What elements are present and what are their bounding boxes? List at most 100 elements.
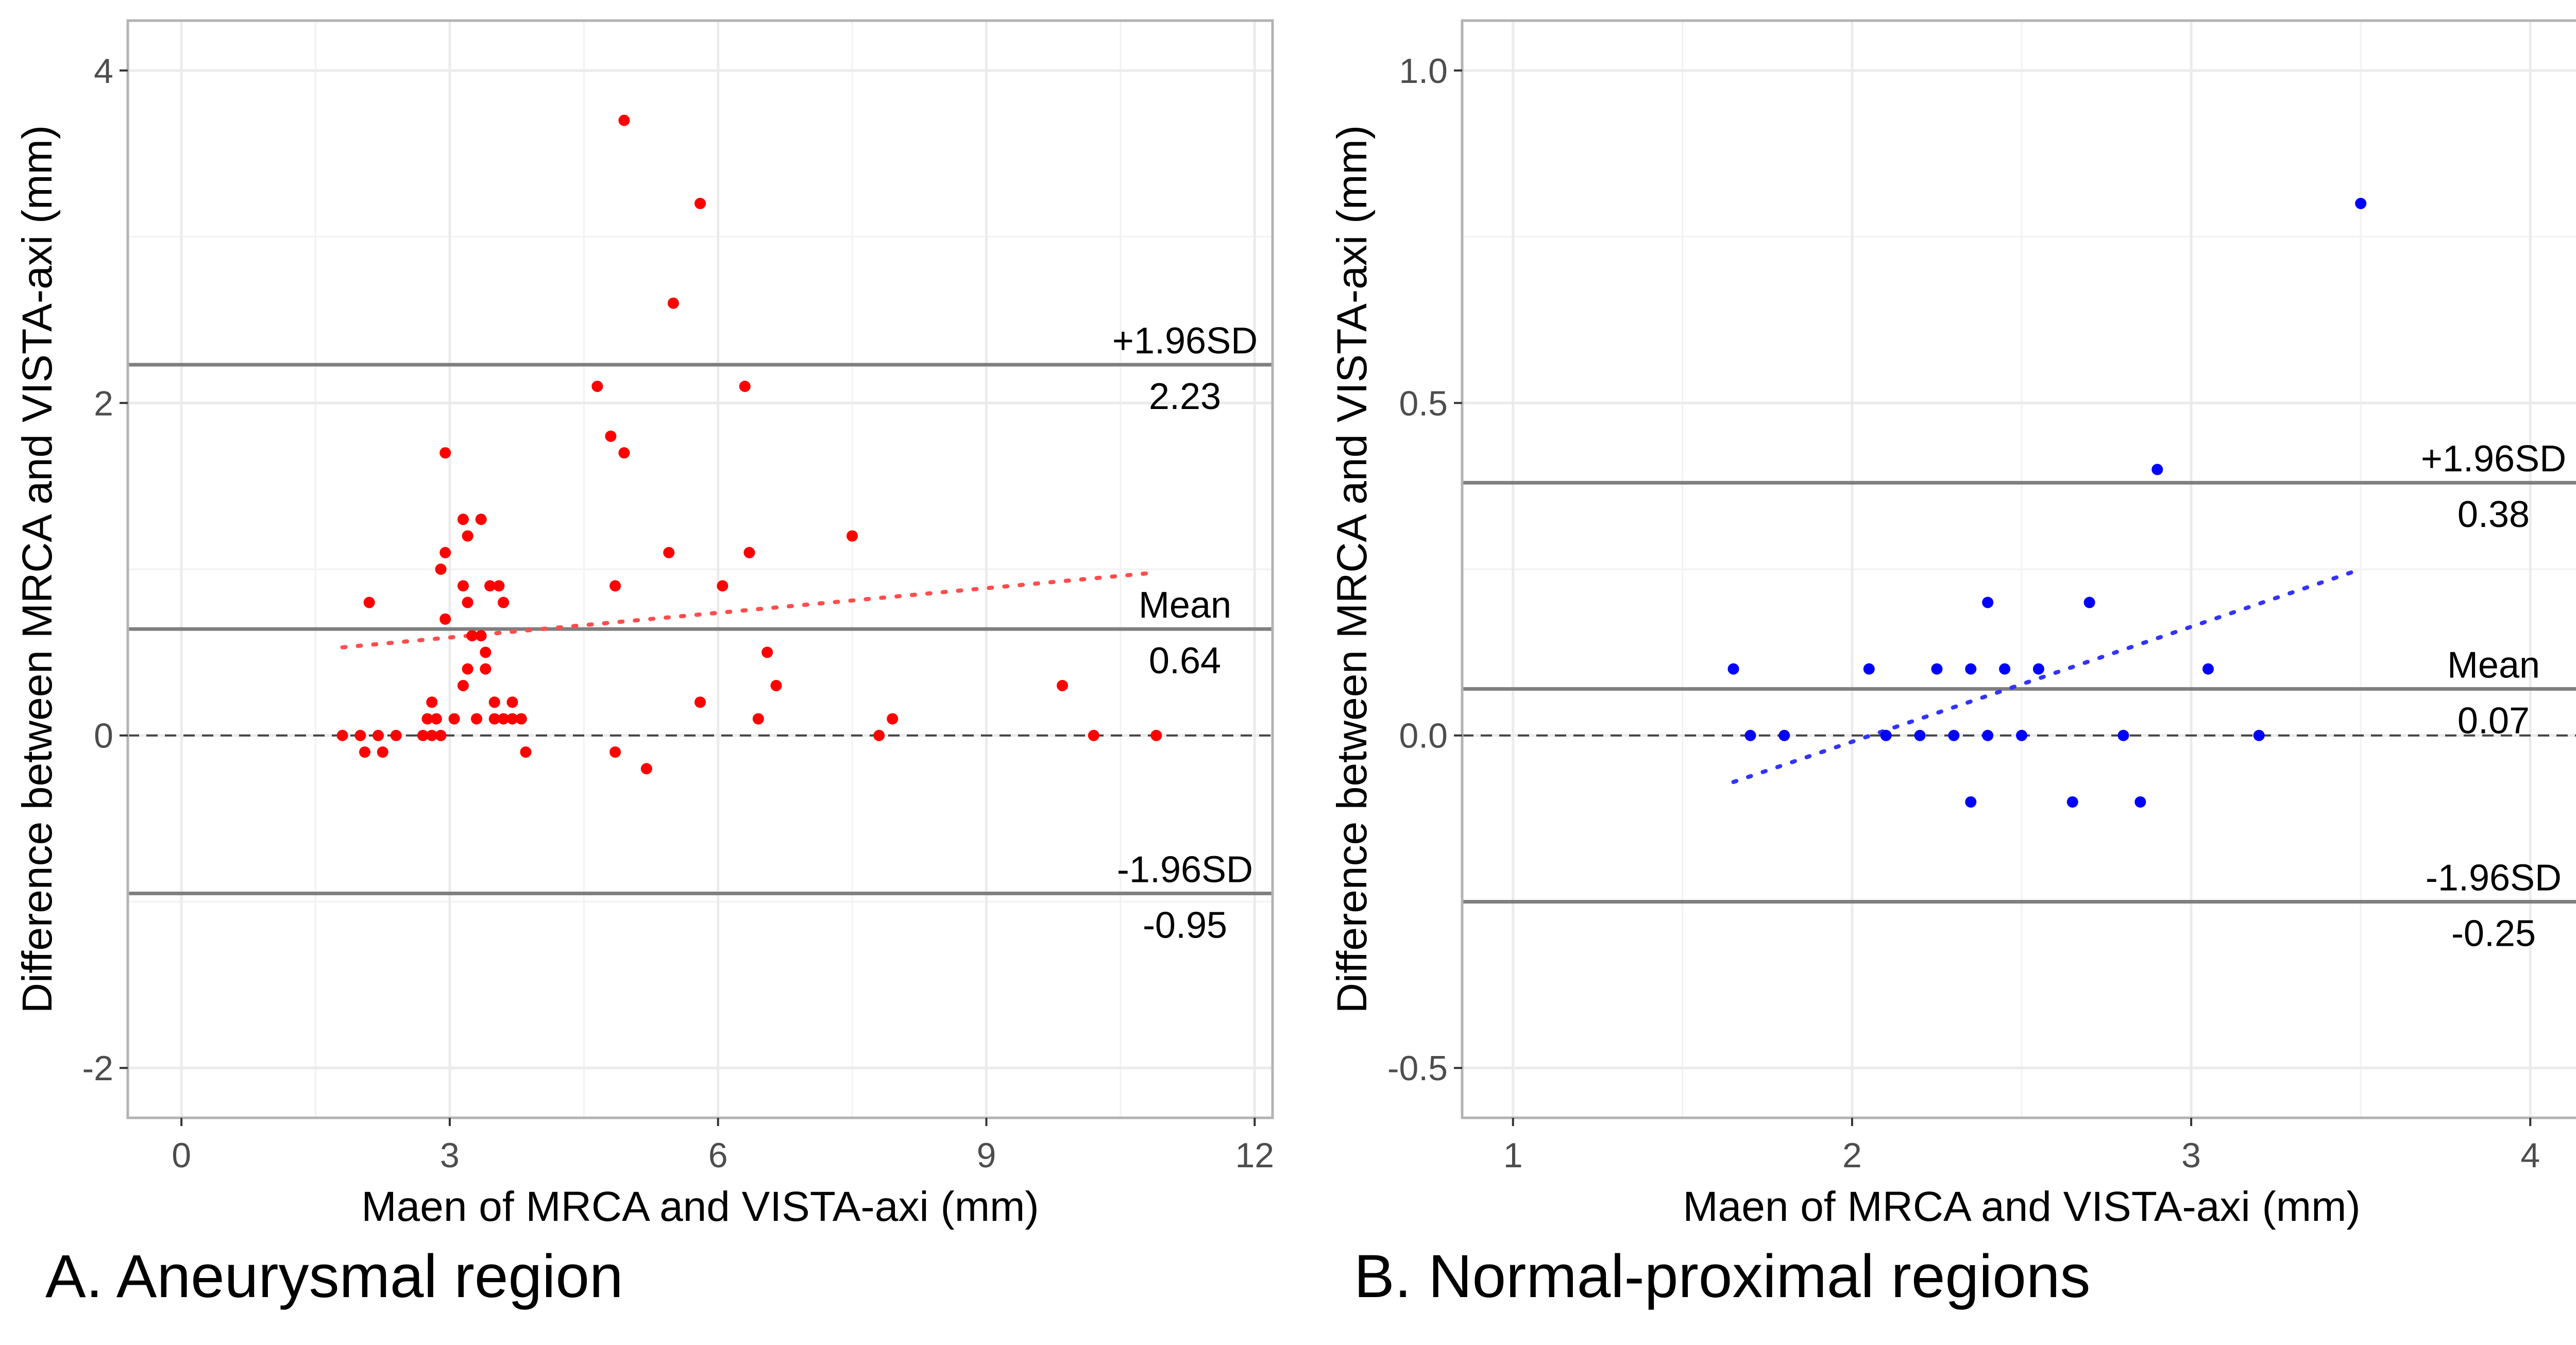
data-point	[1948, 729, 1960, 741]
panel-b-caption: B. Normal-proximal regions	[1354, 1242, 2091, 1310]
data-point	[466, 630, 478, 642]
data-point	[421, 713, 433, 725]
data-point	[2117, 729, 2129, 741]
data-point	[2066, 796, 2078, 808]
panel-a-caption: A. Aneurysmal region	[45, 1242, 623, 1310]
panel-a-aneurysmal: +1.96SD 2.23 Mean 0.64 -1.96SD -0.95 0 3 6 9 12 -2 0…	[14, 19, 1274, 1230]
y-tick-label: 0.0	[1399, 717, 1448, 756]
x-axis-title: Maen of MRCA and VISTA-axi (mm)	[361, 1183, 1039, 1230]
x-tick-label: 3	[2181, 1136, 2201, 1175]
upper-loa-value: 0.38	[2458, 494, 2530, 535]
data-point	[618, 447, 630, 459]
data-point	[1982, 729, 1994, 741]
mean-label: Mean	[1139, 585, 1231, 626]
data-point	[520, 746, 532, 758]
data-point	[739, 381, 751, 392]
data-point	[2032, 663, 2044, 675]
x-tick-label: 6	[708, 1136, 728, 1175]
data-point	[1931, 663, 1943, 675]
data-point	[640, 763, 652, 775]
y-axis-title: Difference between MRCA and VISTA-axi (m…	[14, 125, 61, 1013]
data-point	[457, 514, 469, 525]
data-point	[605, 430, 617, 442]
data-point	[435, 564, 447, 575]
data-point	[609, 746, 621, 758]
data-point	[488, 696, 500, 708]
data-point	[1088, 729, 1099, 741]
data-point	[2016, 729, 2027, 741]
data-point	[430, 713, 442, 725]
data-point	[663, 547, 675, 558]
data-point	[426, 696, 438, 708]
x-tick-label: 9	[977, 1136, 996, 1175]
data-point	[1057, 679, 1069, 691]
data-point	[377, 746, 388, 758]
data-point	[618, 114, 630, 126]
plot-border	[126, 19, 1274, 1119]
upper-loa-label: +1.96SD	[1112, 320, 1258, 362]
x-tick-label: 1	[1503, 1136, 1523, 1175]
data-point	[515, 713, 527, 725]
mean-value: 0.07	[2458, 700, 2530, 741]
data-point	[2151, 464, 2163, 475]
data-point	[1880, 729, 1892, 741]
plot-border	[1461, 19, 2576, 1119]
x-tick-label: 12	[1235, 1136, 1274, 1175]
panel-b-normal-proximal: +1.96SD 0.38 Mean 0.07 -1.96SD -0.25 1 2 3 4 -0.5 0…	[1329, 19, 2576, 1230]
data-point	[1914, 729, 1926, 741]
data-point	[1744, 729, 1756, 741]
data-point	[1965, 663, 1977, 675]
y-tick-label: 1.0	[1399, 52, 1448, 91]
data-point	[336, 729, 348, 741]
mean-label: Mean	[2447, 644, 2540, 686]
data-point	[390, 729, 402, 741]
data-point	[506, 713, 518, 725]
lower-loa-value: -0.95	[1143, 905, 1227, 946]
data-point	[498, 713, 510, 725]
data-point	[488, 713, 500, 725]
data-point	[354, 729, 366, 741]
data-point	[506, 696, 518, 708]
data-point	[743, 547, 755, 558]
data-point	[462, 530, 473, 542]
data-point	[471, 713, 483, 725]
data-point	[667, 297, 679, 309]
data-point	[457, 580, 469, 592]
y-tick-label: -2	[82, 1049, 113, 1088]
data-point	[694, 198, 706, 209]
data-point	[846, 530, 858, 542]
data-point	[480, 646, 492, 658]
data-point	[2202, 663, 2214, 675]
y-tick-label: 0	[94, 717, 113, 756]
data-point	[462, 597, 473, 608]
data-point	[1863, 663, 1875, 675]
x-tick-label: 0	[172, 1136, 191, 1175]
regression-trend-line	[340, 570, 1159, 650]
y-tick-label: 0.5	[1399, 384, 1448, 423]
data-point	[694, 696, 706, 708]
regression-trend-line	[1731, 567, 2363, 785]
data-point	[439, 613, 451, 625]
data-point	[761, 646, 773, 658]
data-point	[887, 713, 899, 725]
data-point	[1778, 729, 1790, 741]
data-point	[475, 630, 487, 642]
data-point	[2134, 796, 2146, 808]
data-point	[480, 663, 492, 675]
upper-loa-label: +1.96SD	[2421, 438, 2566, 480]
data-point	[2253, 729, 2265, 741]
data-point	[493, 580, 505, 592]
data-point	[439, 547, 451, 558]
x-tick-label: 2	[1842, 1136, 1862, 1175]
data-point	[873, 729, 885, 741]
x-tick-label: 3	[440, 1136, 460, 1175]
y-tick-label: 4	[94, 52, 113, 91]
data-point	[2083, 597, 2095, 608]
lower-loa-label: -1.96SD	[2426, 857, 2562, 898]
x-axis-title: Maen of MRCA and VISTA-axi (mm)	[1683, 1183, 2360, 1230]
data-point	[1965, 796, 1977, 808]
data-point	[591, 381, 603, 392]
data-point	[457, 679, 469, 691]
lower-loa-label: -1.96SD	[1117, 849, 1253, 890]
